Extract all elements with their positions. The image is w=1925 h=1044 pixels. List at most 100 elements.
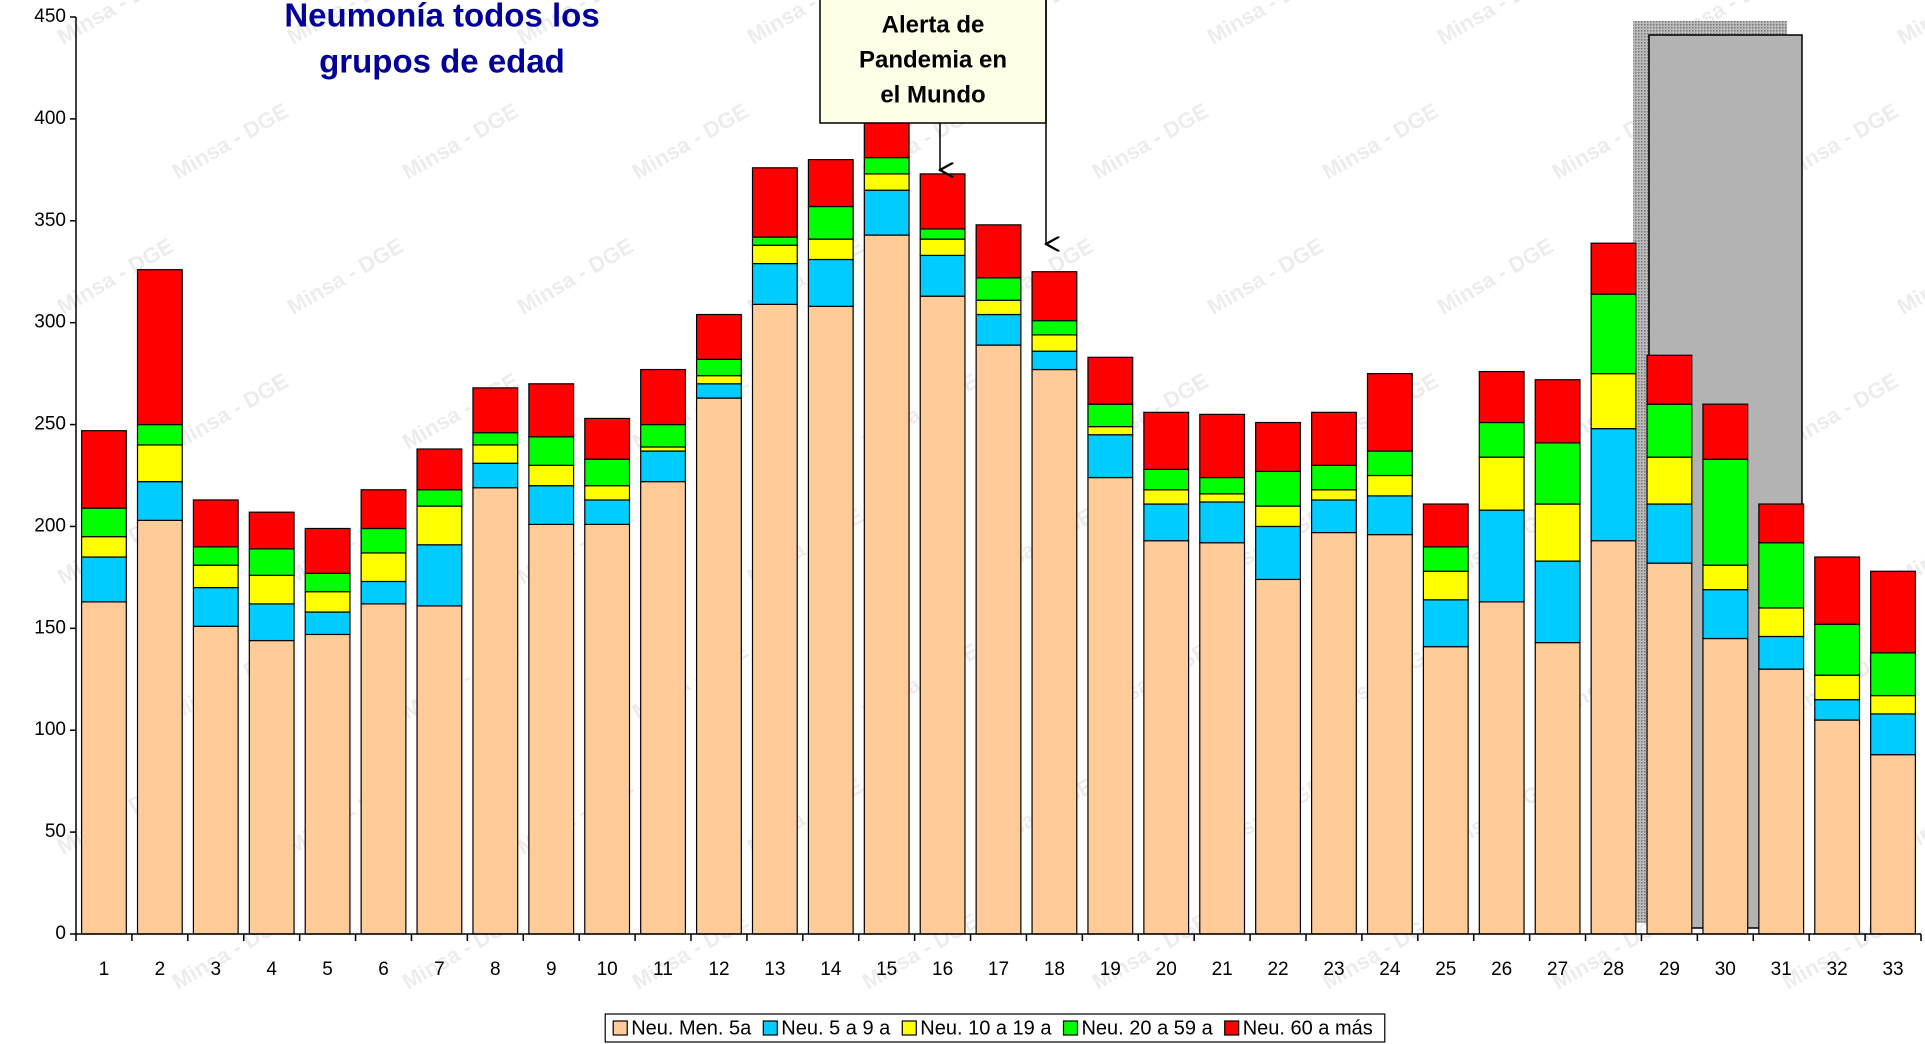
bar-segment <box>1814 719 1861 935</box>
bar-segment <box>1534 442 1581 505</box>
bar-segment <box>192 586 239 627</box>
x-tick-label: 3 <box>210 959 221 980</box>
bar-segment <box>1534 379 1581 444</box>
bar-segment <box>1870 713 1917 756</box>
x-tick-label: 23 <box>1323 959 1344 980</box>
bar-segment <box>919 254 966 297</box>
bar-segment <box>1758 503 1805 544</box>
bar-segment <box>80 601 127 935</box>
bar-segment <box>1310 531 1357 935</box>
annotation-box <box>819 0 1047 124</box>
x-tick-label: 27 <box>1547 959 1568 980</box>
bar-segment <box>1199 476 1246 495</box>
x-tick-label: 7 <box>434 959 445 980</box>
bar-segment <box>416 489 463 507</box>
bar-segment <box>1814 556 1861 625</box>
bars <box>80 118 1917 935</box>
bar-segment <box>1255 421 1302 473</box>
bar-segment <box>1031 368 1078 935</box>
bar-segment <box>1422 599 1469 648</box>
bar-segment <box>1646 562 1693 935</box>
bar-segment <box>136 481 183 521</box>
chart-title: Neumonía todos los <box>284 0 599 34</box>
legend-label: Neu. Men. 5a <box>631 1017 752 1039</box>
x-tick-label: 26 <box>1491 959 1512 980</box>
bar-segment <box>304 527 351 574</box>
x-tick-label: 29 <box>1659 959 1680 980</box>
x-tick-label: 14 <box>820 959 842 980</box>
bar-segment <box>80 556 127 603</box>
y-tick-label: 350 <box>34 210 66 231</box>
bar-segment <box>136 444 183 483</box>
bar-segment <box>1255 525 1302 581</box>
bar-segment <box>1366 533 1413 935</box>
bar-segment <box>528 485 575 526</box>
bar-segment <box>360 603 407 935</box>
bar-segment <box>1087 425 1134 436</box>
bar-segment <box>248 603 295 642</box>
bar-segment <box>472 387 519 434</box>
bar-segment <box>640 481 687 935</box>
bar-segment <box>1366 495 1413 536</box>
bar-segment <box>528 436 575 466</box>
bar-segment <box>1646 503 1693 564</box>
x-tick-label: 11 <box>653 959 673 980</box>
bar-segment <box>640 446 687 452</box>
bar-segment <box>584 499 631 526</box>
bar-segment <box>192 564 239 589</box>
bar-segment <box>1199 493 1246 503</box>
y-tick-label: 250 <box>34 414 66 435</box>
bar-segment <box>416 505 463 546</box>
bar-segment <box>1031 320 1078 336</box>
y-tick-label: 100 <box>34 719 66 740</box>
bar-segment <box>1590 428 1637 542</box>
bar-segment <box>1758 607 1805 638</box>
x-tick-label: 32 <box>1827 959 1848 980</box>
bar-segment <box>416 448 463 491</box>
bar-segment <box>1366 450 1413 477</box>
bar-segment <box>1870 754 1917 935</box>
bar-segment <box>416 544 463 607</box>
bar-segment <box>1534 641 1581 935</box>
bar-segment <box>807 205 854 240</box>
bar-segment <box>751 303 798 935</box>
legend-swatch <box>901 1020 917 1036</box>
bar-segment <box>1143 489 1190 505</box>
bar-segment <box>751 236 798 246</box>
bar-segment <box>1422 570 1469 601</box>
bar-segment <box>1590 540 1637 935</box>
y-tick-label: 300 <box>34 312 66 333</box>
bar-segment <box>807 258 854 307</box>
watermark: Minsa - DGE <box>1318 98 1443 184</box>
bar-segment <box>751 167 798 238</box>
bar-segment <box>1366 373 1413 452</box>
bar-segment <box>863 189 910 236</box>
bar-segment <box>1255 578 1302 935</box>
legend-label: Neu. 5 a 9 a <box>781 1017 891 1039</box>
bar-segment <box>1478 601 1525 935</box>
bar-segment <box>695 358 742 377</box>
x-tick-label: 30 <box>1715 959 1736 980</box>
annotation: Alerta de <box>882 11 985 38</box>
bar-segment <box>1087 434 1134 479</box>
bar-segment <box>640 368 687 426</box>
bar-segment <box>1870 570 1917 654</box>
bar-segment <box>360 552 407 583</box>
bar-segment <box>248 639 295 935</box>
legend: Neu. Men. 5a Neu. 5 a 9 a Neu. 10 a 19 a Ne… <box>604 1013 1386 1043</box>
bar-segment <box>975 224 1022 279</box>
bar-segment <box>640 450 687 483</box>
bar-segment <box>695 397 742 935</box>
watermark: Minsa - DGE <box>513 233 638 319</box>
bar-segment <box>1870 694 1917 715</box>
x-tick-label: 33 <box>1882 959 1903 980</box>
bar-segment <box>528 464 575 487</box>
bar-segment <box>1646 354 1693 405</box>
bar-segment <box>1478 509 1525 603</box>
bar-segment <box>80 507 127 538</box>
bar-segment <box>1758 668 1805 935</box>
bar-segment <box>416 605 463 935</box>
bar-segment <box>1087 403 1134 428</box>
bar-segment <box>1646 456 1693 505</box>
bar-segment <box>975 277 1022 301</box>
